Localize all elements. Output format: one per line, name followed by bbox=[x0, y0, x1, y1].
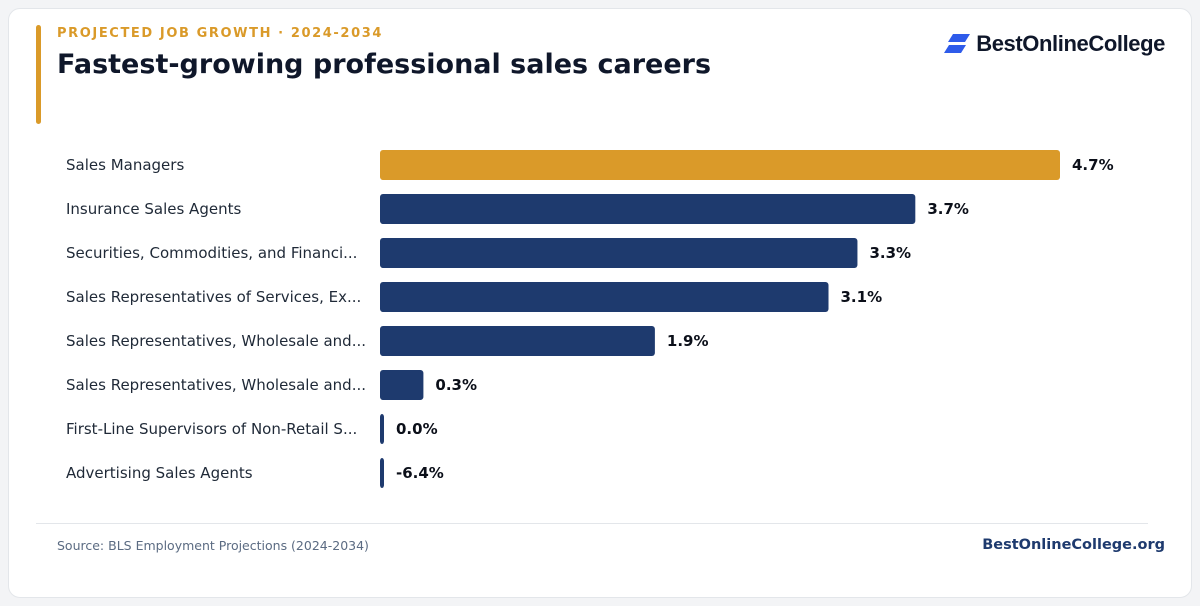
footer-divider bbox=[36, 523, 1148, 524]
category-label: Sales Managers bbox=[66, 156, 184, 174]
bar-7[interactable] bbox=[380, 458, 384, 488]
bar-5[interactable] bbox=[380, 370, 424, 400]
brand-logo[interactable]: BestOnlineCollege bbox=[944, 31, 1165, 57]
value-label: 3.7% bbox=[927, 200, 969, 218]
source-note: Source: BLS Employment Projections (2024… bbox=[57, 538, 369, 553]
value-label: 3.3% bbox=[869, 244, 911, 262]
title-accent-bar bbox=[36, 25, 41, 124]
category-label: Sales Representatives, Wholesale and... bbox=[66, 332, 366, 350]
value-label: 4.7% bbox=[1072, 156, 1114, 174]
bar-4[interactable] bbox=[380, 326, 655, 356]
chart-title: Fastest-growing professional sales caree… bbox=[57, 49, 712, 80]
category-label: Advertising Sales Agents bbox=[66, 464, 253, 482]
bar-2[interactable] bbox=[380, 238, 858, 268]
bar-0[interactable] bbox=[380, 150, 1060, 180]
value-label: 0.0% bbox=[396, 420, 438, 438]
category-label: Sales Representatives of Services, Ex... bbox=[66, 288, 361, 306]
site-link[interactable]: BestOnlineCollege.org bbox=[982, 537, 1165, 553]
chart-subtitle: PROJECTED JOB GROWTH · 2024-2034 bbox=[57, 26, 384, 41]
bar-3[interactable] bbox=[380, 282, 829, 312]
value-label: 1.9% bbox=[667, 332, 709, 350]
bar-1[interactable] bbox=[380, 194, 916, 224]
logo-text: BestOnlineCollege bbox=[976, 31, 1165, 56]
bar-6[interactable] bbox=[380, 414, 384, 444]
logo-icon bbox=[944, 34, 971, 53]
category-label: First-Line Supervisors of Non-Retail S..… bbox=[66, 420, 357, 438]
category-label: Securities, Commodities, and Financi... bbox=[66, 244, 357, 262]
value-label: 0.3% bbox=[435, 376, 477, 394]
value-label: 3.1% bbox=[841, 288, 883, 306]
category-label: Sales Representatives, Wholesale and... bbox=[66, 376, 366, 394]
category-label: Insurance Sales Agents bbox=[66, 200, 241, 218]
value-label: -6.4% bbox=[396, 464, 444, 482]
